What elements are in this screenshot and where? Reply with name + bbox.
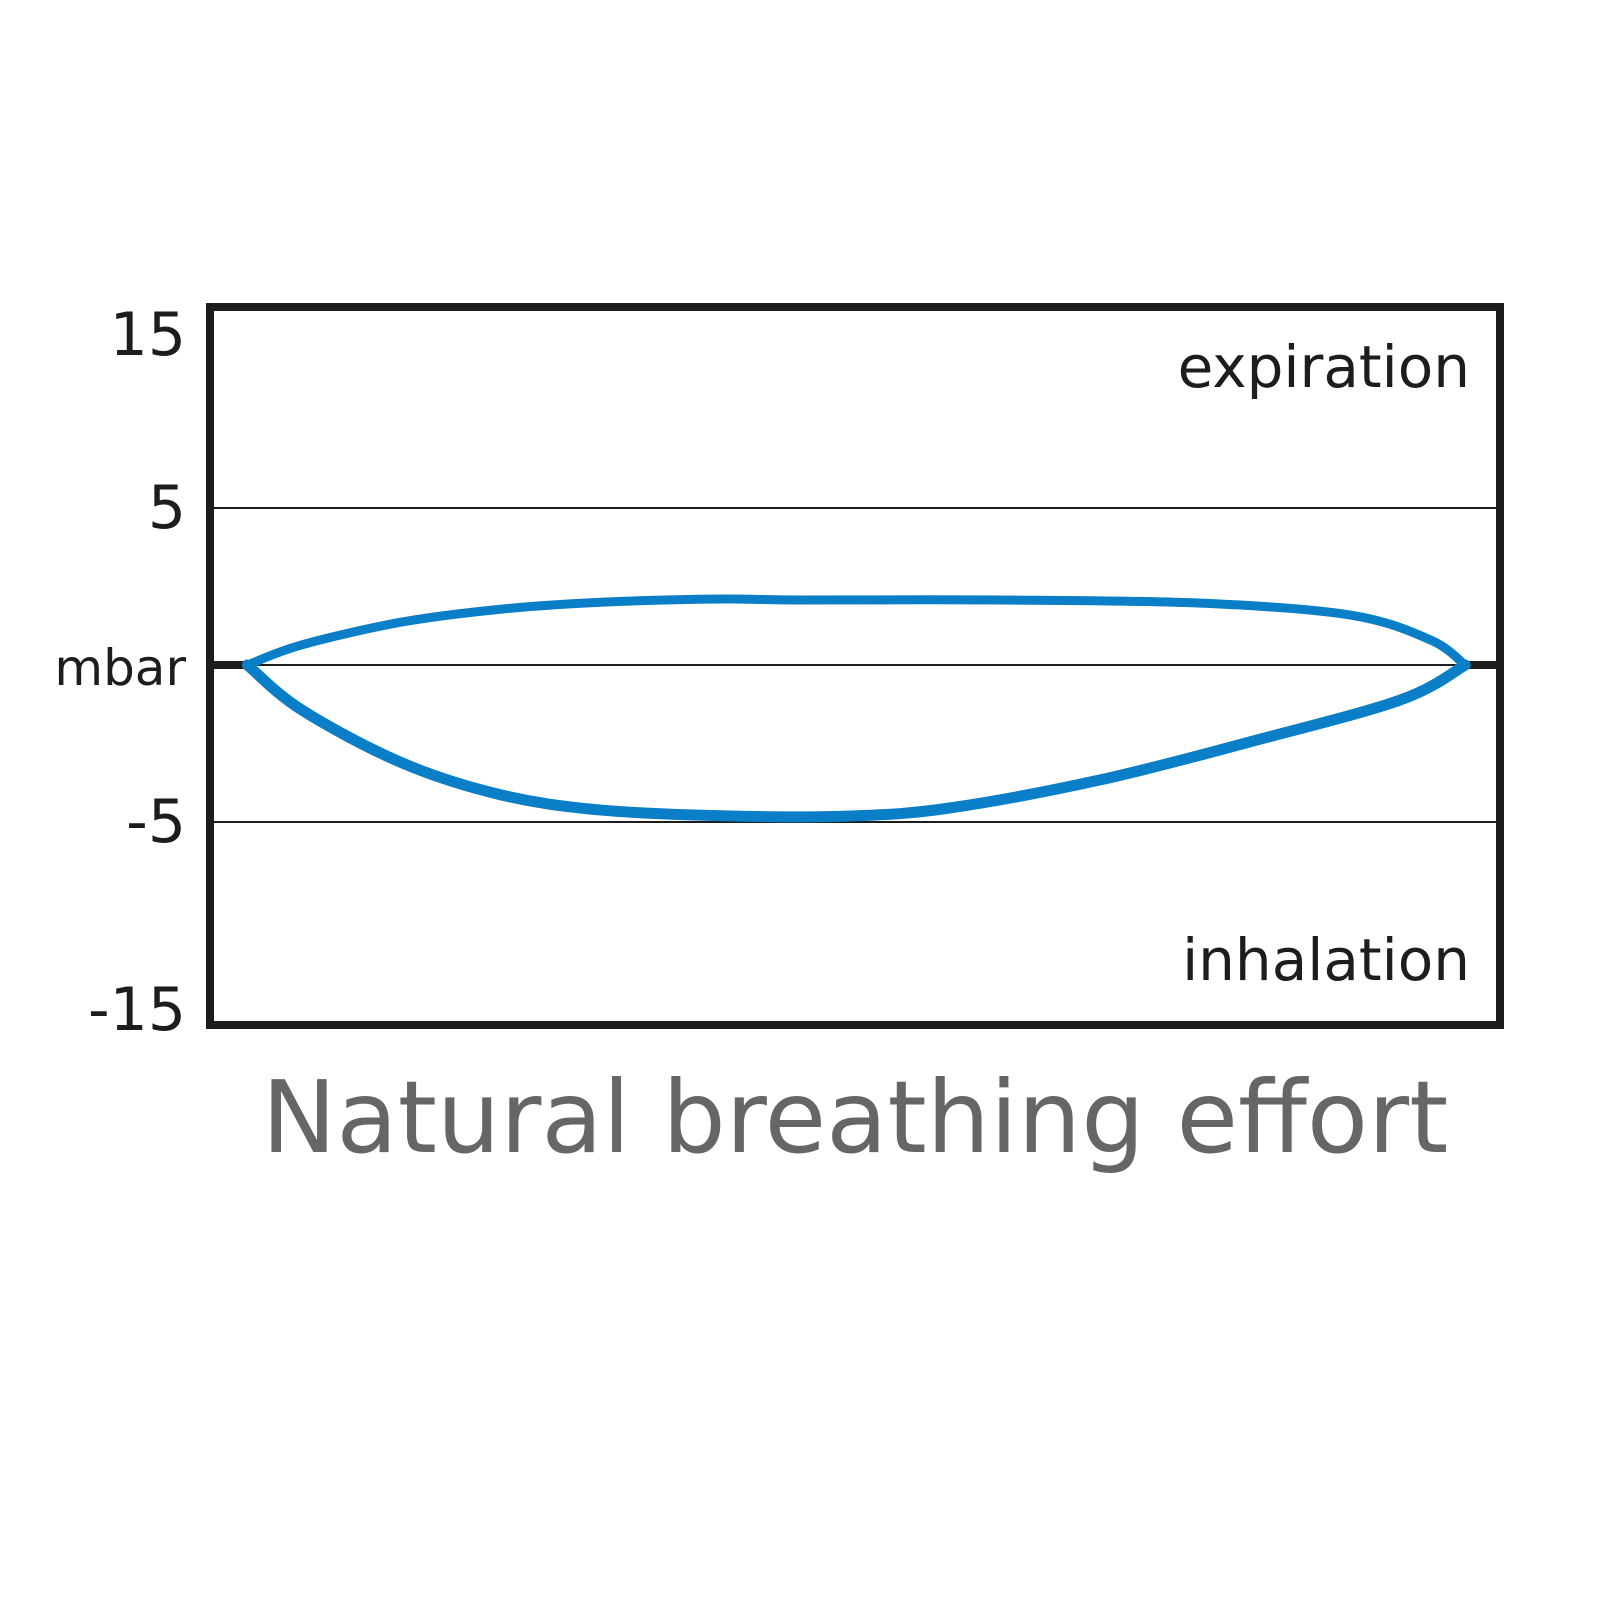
chart-title: Natural breathing effort — [262, 1059, 1449, 1176]
y-tick-label: -15 — [88, 975, 186, 1045]
y-tick-label: mbar — [54, 639, 186, 697]
y-tick-label: 15 — [110, 300, 186, 370]
y-tick-label: 5 — [148, 473, 186, 543]
expiration-curve — [242, 594, 1470, 670]
annotation-expiration: expiration — [1178, 333, 1470, 401]
plot-frame — [206, 303, 1504, 1029]
inhalation-curve — [241, 659, 1471, 823]
y-tick-label: -5 — [126, 787, 186, 857]
annotation-inhalation: inhalation — [1182, 926, 1470, 994]
